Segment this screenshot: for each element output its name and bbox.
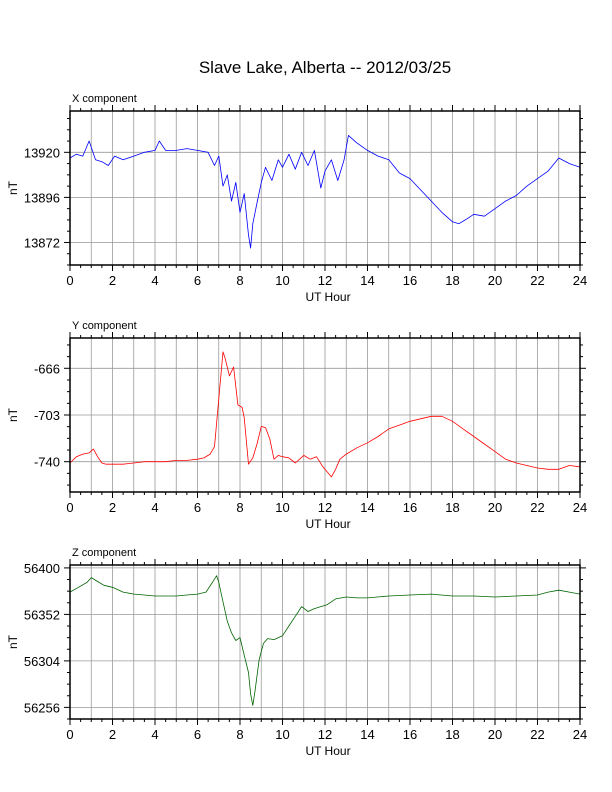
x-tick-label: 2 <box>109 500 116 515</box>
x-tick-label: 16 <box>403 727 417 742</box>
series-line <box>69 351 581 478</box>
x-tick-label: 22 <box>530 500 544 515</box>
panel-label: Z component <box>72 547 136 559</box>
x-tick-label: 6 <box>194 500 201 515</box>
x-tick-label: 2 <box>109 273 116 288</box>
x-tick-label: 16 <box>403 273 417 288</box>
x-tick-label: 8 <box>236 500 243 515</box>
x-tick-label: 20 <box>488 500 502 515</box>
x-tick-label: 16 <box>403 500 417 515</box>
y-tick-label: 56400 <box>24 561 60 576</box>
x-tick-label: 0 <box>66 500 73 515</box>
panel-label: X component <box>72 93 137 105</box>
y-tick-label: 13920 <box>24 145 60 160</box>
x-tick-label: 14 <box>360 727 374 742</box>
series-line <box>69 575 581 706</box>
x-tick-label: 10 <box>275 273 289 288</box>
y-tick-label: 13872 <box>24 235 60 250</box>
x-tick-label: 4 <box>151 727 158 742</box>
panel-3: 0 2 4 6 8 10 12 14 16 18 20 22 245625656304563525640… <box>6 547 587 758</box>
x-tick-label: 24 <box>573 727 587 742</box>
y-axis-label: nT <box>6 407 20 422</box>
series-line <box>69 134 581 249</box>
page-title: Slave Lake, Alberta -- 2012/03/25 <box>198 58 452 77</box>
x-tick-label: 12 <box>318 500 332 515</box>
x-tick-label: 12 <box>318 273 332 288</box>
x-tick-label: 18 <box>445 500 459 515</box>
x-tick-label: 2 <box>109 727 116 742</box>
x-tick-label: 12 <box>318 727 332 742</box>
y-tick-label: 13896 <box>24 190 60 205</box>
x-tick-label: 8 <box>236 273 243 288</box>
x-tick-label: 24 <box>573 273 587 288</box>
x-tick-label: 4 <box>151 500 158 515</box>
y-tick-label: 56352 <box>24 607 60 622</box>
x-axis-label: UT Hour <box>305 744 350 758</box>
x-tick-label: 14 <box>360 500 374 515</box>
x-tick-label: 20 <box>488 273 502 288</box>
x-tick-label: 6 <box>194 273 201 288</box>
x-tick-label: 22 <box>530 273 544 288</box>
x-axis-label: UT Hour <box>305 290 350 304</box>
y-axis-label: nT <box>6 180 20 195</box>
x-tick-label: 20 <box>488 727 502 742</box>
x-tick-label: 6 <box>194 727 201 742</box>
x-tick-label: 10 <box>275 727 289 742</box>
x-tick-label: 10 <box>275 500 289 515</box>
y-tick-label: -740 <box>34 455 60 470</box>
x-tick-label: 24 <box>573 500 587 515</box>
y-tick-label: -666 <box>34 361 60 376</box>
y-axis-label: nT <box>6 634 20 649</box>
x-tick-label: 0 <box>66 727 73 742</box>
y-tick-label: 56256 <box>24 700 60 715</box>
x-tick-label: 22 <box>530 727 544 742</box>
x-tick-label: 18 <box>445 273 459 288</box>
y-tick-label: 56304 <box>24 654 60 669</box>
x-tick-label: 4 <box>151 273 158 288</box>
x-tick-label: 8 <box>236 727 243 742</box>
x-tick-label: 0 <box>66 273 73 288</box>
x-tick-label: 14 <box>360 273 374 288</box>
y-tick-label: -703 <box>34 408 60 423</box>
panel-label: Y component <box>72 320 137 332</box>
x-axis-label: UT Hour <box>305 517 350 531</box>
x-tick-label: 18 <box>445 727 459 742</box>
